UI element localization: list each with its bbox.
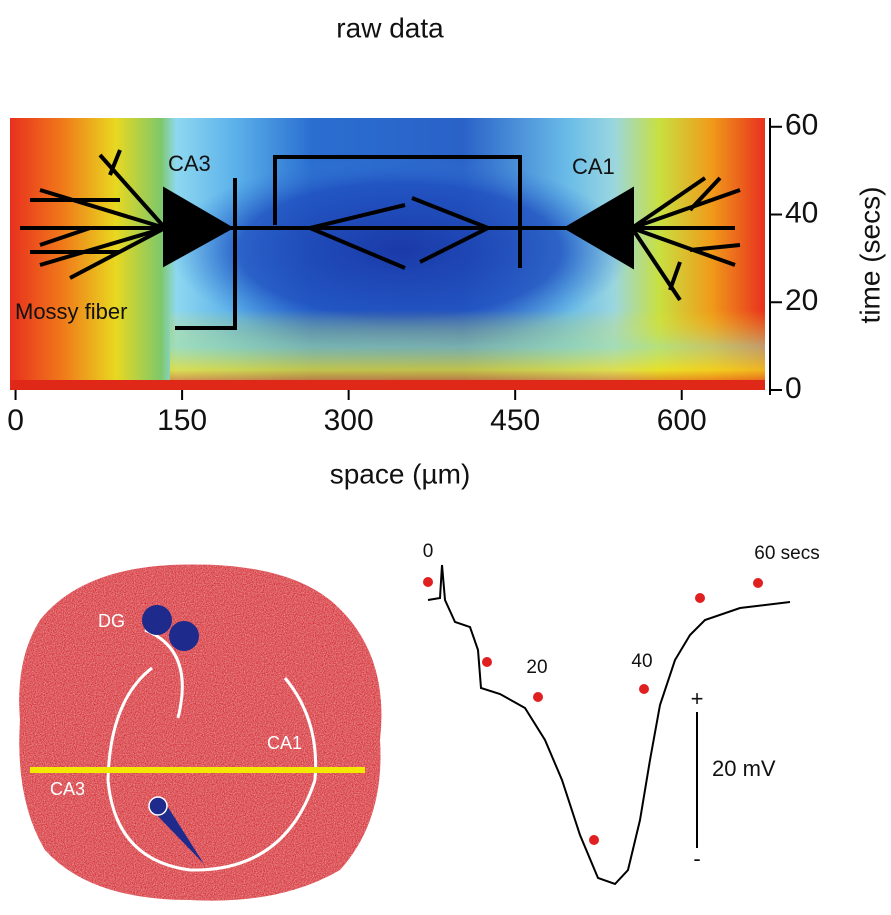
time-label: 60 secs <box>754 543 819 564</box>
annotation: CA3 <box>168 151 211 176</box>
annotation: Mossy fiber <box>15 299 127 324</box>
time-label: 20 <box>526 657 547 678</box>
slice-label: DG <box>98 611 125 631</box>
slice-image <box>19 564 381 900</box>
voltage-trace <box>423 565 790 884</box>
time-label: 40 <box>631 651 652 672</box>
x-axis-label: space (µm) <box>330 458 471 489</box>
scale-plus: + <box>691 686 704 711</box>
slice-label: CA1 <box>267 733 302 753</box>
x-tick-label: 450 <box>490 404 540 437</box>
y-tick-label: 40 <box>785 196 818 229</box>
time-label: 0 <box>423 541 434 562</box>
y-tick-label: 20 <box>785 284 818 317</box>
annotation: CA1 <box>572 154 615 179</box>
scale-label: 20 mV <box>712 756 776 781</box>
x-tick-label: 600 <box>657 404 707 437</box>
x-tick-label: 300 <box>324 404 374 437</box>
figure: raw data CA3 CA1 Mossy fiber 0 150 300 450 6… <box>0 0 891 915</box>
x-tick-label: 150 <box>157 404 207 437</box>
y-tick-label: 0 <box>785 372 802 405</box>
x-tick-label: 0 <box>7 404 24 437</box>
title: raw data <box>336 12 444 43</box>
y-axis-label: time (secs) <box>854 187 885 324</box>
y-tick-label: 60 <box>785 109 818 142</box>
slice-label: CA3 <box>50 779 85 799</box>
scale-minus: - <box>693 846 700 871</box>
